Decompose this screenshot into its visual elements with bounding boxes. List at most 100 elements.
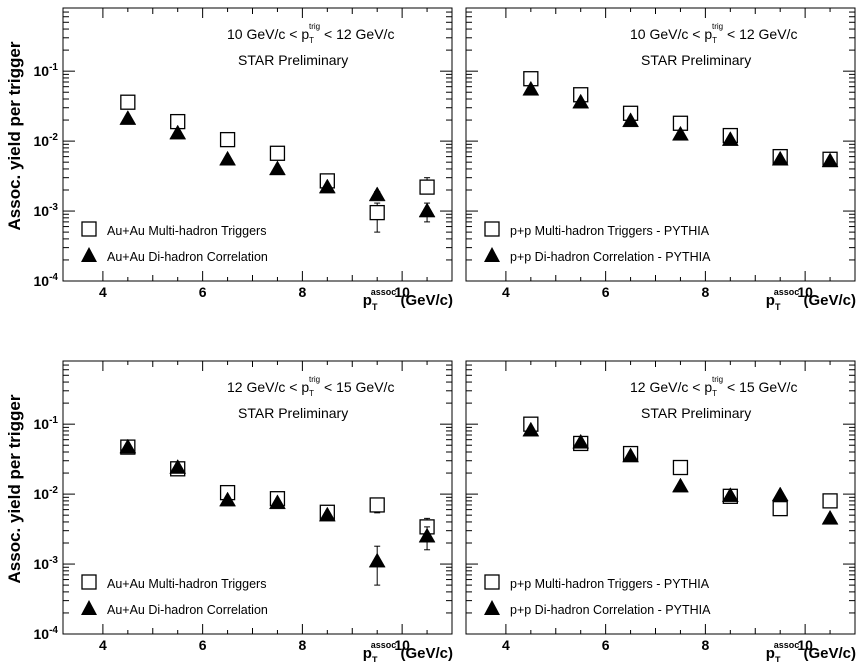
y-tick-exponent: -2 (49, 132, 58, 143)
annotation-range-sub: T (712, 36, 717, 45)
y-tick-label: 10-4 (34, 272, 59, 289)
annotation-range-sub: T (712, 389, 717, 398)
data-point-triangle (622, 112, 640, 128)
data-point-triangle (169, 124, 187, 140)
annotation-range-b: < 15 GeV/c (723, 379, 797, 395)
data-point-triangle (572, 93, 590, 109)
plot-frame (62, 7, 453, 282)
legend: Au+Au Multi-hadron Triggers Au+Au Di-hadr… (81, 574, 268, 617)
legend-label: Au+Au Di-hadron Correlation (107, 250, 268, 264)
series-multi-hadron (120, 94, 435, 233)
data-point-triangle (672, 477, 689, 493)
annotation-range-sub: T (309, 389, 314, 398)
annotation-label: STAR Preliminary (238, 405, 348, 421)
y-tick-base: 10 (34, 556, 50, 572)
legend-label: p+p Di-hadron Correlation - PYTHIA (510, 603, 711, 617)
y-tick-label: 10-2 (34, 132, 59, 149)
series-di-hadron (522, 80, 839, 168)
series-di-hadron (119, 438, 436, 586)
annotation-range-sup: trig (309, 375, 320, 384)
y-tick-exponent: -3 (49, 202, 58, 213)
legend-label: p+p Multi-hadron Triggers - PYTHIA (510, 577, 710, 591)
legend: p+p Multi-hadron Triggers - PYTHIA p+p Di… (484, 221, 711, 264)
y-tick-base: 10 (34, 63, 50, 79)
x-axis-title-p: p (363, 645, 372, 662)
data-point-triangle (418, 202, 436, 218)
x-tick-label: 4 (502, 637, 510, 653)
data-point-square (269, 145, 286, 161)
y-axis-title: Assoc. yield per trigger (5, 41, 24, 230)
x-axis-title-sup: assoc (774, 640, 800, 650)
y-tick-base: 10 (34, 273, 50, 289)
x-tick-label: 8 (298, 284, 306, 300)
legend: p+p Multi-hadron Triggers - PYTHIA p+p Di… (484, 574, 711, 617)
series-multi-hadron (120, 439, 435, 535)
x-axis-title: pTassoc (GeV/c) (363, 640, 453, 662)
data-point-triangle (119, 438, 137, 454)
series-di-hadron (119, 110, 436, 223)
data-point-triangle (219, 150, 237, 166)
legend-marker-triangle (81, 600, 97, 615)
series-di-hadron (522, 421, 839, 525)
y-tick-label: 10-3 (34, 555, 59, 572)
annotation-range: 12 GeV/c < pTtrig < 15 GeV/c (227, 375, 394, 398)
y-tick-exponent: -1 (49, 62, 58, 73)
y-tick-label: 10-4 (34, 625, 59, 642)
x-axis-title-sup: assoc (774, 287, 800, 297)
data-point-triangle (269, 160, 286, 176)
data-point-triangle (169, 459, 187, 474)
legend-marker-triangle (484, 600, 500, 615)
annotation-range: 10 GeV/c < pTtrig < 12 GeV/c (630, 22, 797, 45)
legend-label: Au+Au Multi-hadron Triggers (107, 577, 266, 591)
data-point-square (672, 459, 689, 476)
annotation-range: 12 GeV/c < pTtrig < 15 GeV/c (630, 375, 797, 398)
x-axis-title-unit: (GeV/c) (799, 292, 856, 309)
data-point-triangle (672, 125, 689, 141)
x-tick-label: 8 (701, 637, 709, 653)
data-point-triangle (771, 486, 789, 502)
data-point-square (369, 204, 385, 221)
y-tick-exponent: -3 (49, 555, 58, 566)
legend-marker-square (81, 221, 97, 237)
data-point-triangle (318, 506, 336, 522)
y-axis-title: Assoc. yield per trigger (5, 394, 24, 583)
x-tick-label: 6 (199, 284, 207, 300)
annotation-range-sup: trig (712, 22, 723, 31)
x-axis-title-sub: T (775, 302, 781, 312)
x-tick-label: 4 (502, 284, 510, 300)
x-tick-label: 10 (394, 637, 410, 653)
y-tick-label: 10-1 (34, 62, 59, 79)
x-axis-title-p: p (766, 645, 775, 662)
annotation-range-b: < 12 GeV/c (320, 26, 394, 42)
data-point-triangle (771, 150, 789, 166)
annotation-range-a: 12 GeV/c < p (630, 379, 712, 395)
y-tick-label: 10-3 (34, 202, 59, 219)
x-tick-label: 4 (99, 284, 107, 300)
x-axis-title-p: p (766, 292, 775, 309)
y-tick-exponent: -4 (49, 625, 58, 636)
data-point-triangle (721, 131, 739, 146)
annotation-range-a: 10 GeV/c < p (630, 26, 712, 42)
x-tick-label: 6 (602, 284, 610, 300)
legend-label: Au+Au Multi-hadron Triggers (107, 224, 266, 238)
data-point-square (120, 94, 136, 110)
annotation-label: STAR Preliminary (641, 405, 751, 421)
y-tick-exponent: -2 (49, 485, 58, 496)
plot-frame (465, 360, 856, 635)
data-point-triangle (522, 80, 540, 96)
annotation-range-b: < 12 GeV/c (723, 26, 797, 42)
annotation-label: STAR Preliminary (238, 52, 348, 68)
series-multi-hadron (523, 416, 838, 517)
x-tick-label: 8 (298, 637, 306, 653)
legend-label: p+p Multi-hadron Triggers - PYTHIA (510, 224, 710, 238)
annotation-range-b: < 15 GeV/c (320, 379, 394, 395)
annotation-range: 10 GeV/c < pTtrig < 12 GeV/c (227, 22, 394, 45)
x-axis-title-unit: (GeV/c) (396, 645, 453, 662)
x-tick-label: 10 (394, 284, 410, 300)
series-multi-hadron (523, 71, 838, 167)
data-point-triangle (821, 509, 839, 525)
y-tick-base: 10 (34, 203, 50, 219)
